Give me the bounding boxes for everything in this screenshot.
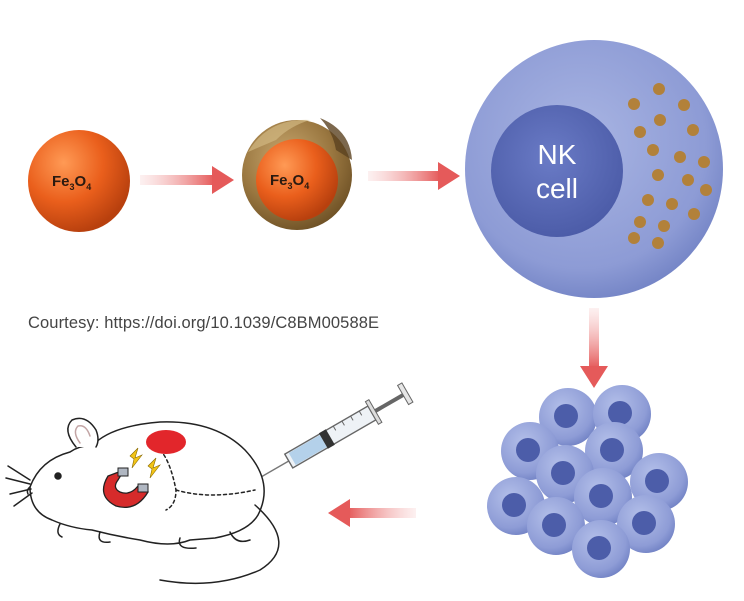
cluster-cell — [539, 388, 597, 446]
arrow-right-icon — [140, 166, 234, 194]
coated-nanoparticle: Fe3O4 — [242, 118, 352, 230]
coated-nanoparticle-label: Fe3O4 — [270, 172, 309, 191]
cluster-cell — [585, 422, 643, 480]
mouse-icon — [5, 417, 280, 585]
bare-nanoparticle: Fe3O4 — [28, 130, 130, 232]
arrow-right-icon — [368, 162, 460, 190]
cluster-cell — [527, 497, 585, 555]
bare-nanoparticle-label: Fe3O4 — [52, 173, 91, 192]
nk-cell: NK cell — [465, 40, 723, 298]
lightning-icon — [129, 447, 161, 479]
cluster-cell — [574, 468, 632, 526]
nk-cell-label-line1: NK — [538, 139, 577, 170]
tumor-site — [146, 430, 186, 454]
syringe-icon — [232, 382, 414, 494]
cluster-cell — [572, 520, 630, 578]
nk-cell-cluster — [487, 385, 688, 578]
arrow-down-icon — [580, 308, 608, 388]
courtesy-caption: Courtesy: https://doi.org/10.1039/C8BM00… — [28, 314, 380, 332]
magnet-icon — [102, 467, 149, 509]
cluster-cell — [617, 495, 675, 553]
nk-cell-label-line2: cell — [536, 173, 578, 204]
internalized-nanoparticles — [628, 83, 712, 249]
arrow-left-icon — [328, 499, 416, 527]
